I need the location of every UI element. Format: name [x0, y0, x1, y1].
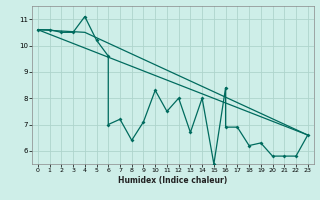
X-axis label: Humidex (Indice chaleur): Humidex (Indice chaleur) [118, 176, 228, 185]
